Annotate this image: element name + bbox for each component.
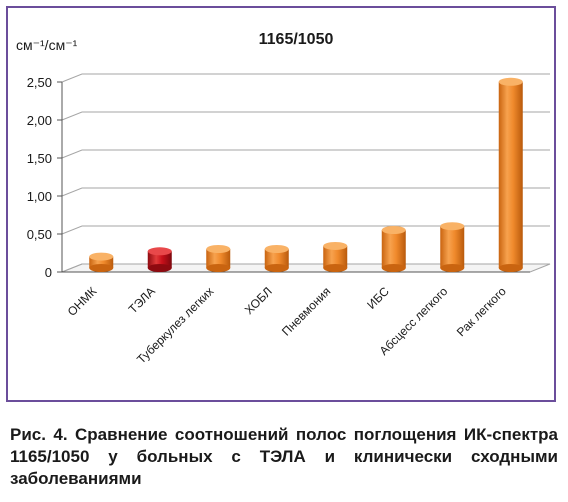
x-tick-label: ИБС (364, 284, 392, 312)
bar-top (323, 241, 348, 250)
bar-top (498, 77, 523, 86)
bar-base (381, 264, 406, 272)
bar-base (147, 264, 172, 272)
x-tick-label: ТЭЛА (126, 284, 158, 316)
bar-1 (147, 247, 172, 272)
bar-top (206, 245, 231, 253)
bar-body (381, 230, 406, 268)
gridline (61, 225, 550, 235)
bar-top (264, 245, 289, 253)
bar-2 (206, 245, 231, 272)
x-tick-label: ОНМК (65, 284, 100, 319)
bar-body (498, 81, 523, 268)
floor (61, 263, 551, 273)
gridline (61, 73, 550, 83)
x-tick-label: Пневмония (279, 284, 333, 338)
bar-3 (264, 245, 289, 272)
bar-base (498, 264, 523, 272)
bar-body (206, 249, 231, 268)
gridline (61, 149, 550, 159)
bar-top (381, 226, 406, 234)
x-tick-label: Рак легкого (454, 284, 509, 339)
x-tick-label: ХОБЛ (242, 284, 275, 317)
bar-body (323, 245, 348, 268)
bar-0 (89, 252, 114, 272)
bar-body (89, 256, 114, 268)
grid-layer (61, 73, 551, 273)
bar-body (147, 251, 172, 268)
y-tick-label: 1,00 (27, 189, 52, 204)
axis-layer (57, 81, 530, 273)
figure-caption: Рис. 4. Сравнение соотношений полос погл… (10, 425, 558, 488)
back-wall (82, 74, 550, 264)
bar-base (89, 264, 114, 272)
bar-6 (440, 222, 465, 272)
bar-base (440, 264, 465, 272)
bar-top (440, 222, 465, 231)
gridline (61, 187, 550, 197)
y-tick-label: 1,50 (27, 151, 52, 166)
bar-base (206, 264, 231, 272)
bar-base (323, 264, 348, 272)
bar-5 (381, 226, 406, 272)
y-tick-label: 2,00 (27, 113, 52, 128)
bar-chart: 1165/1050 см⁻¹/см⁻¹ 0 0,50 1,00 1,50 2,00 2,5… (16, 31, 551, 366)
bar-base (264, 264, 289, 272)
gridline (61, 111, 550, 121)
bar-top (147, 247, 172, 256)
bar-4 (323, 241, 348, 272)
bar-7 (498, 77, 523, 272)
bar-body (264, 249, 289, 268)
y-tick-label: 0 (45, 265, 52, 280)
bar-layer (89, 77, 523, 272)
bar-body (440, 226, 465, 268)
chart-title: 1165/1050 (259, 31, 334, 48)
y-tick-label: 2,50 (27, 75, 52, 90)
y-tick-label: 0,50 (27, 227, 52, 242)
y-axis-unit-label: см⁻¹/см⁻¹ (16, 37, 78, 53)
bar-top (89, 252, 114, 261)
